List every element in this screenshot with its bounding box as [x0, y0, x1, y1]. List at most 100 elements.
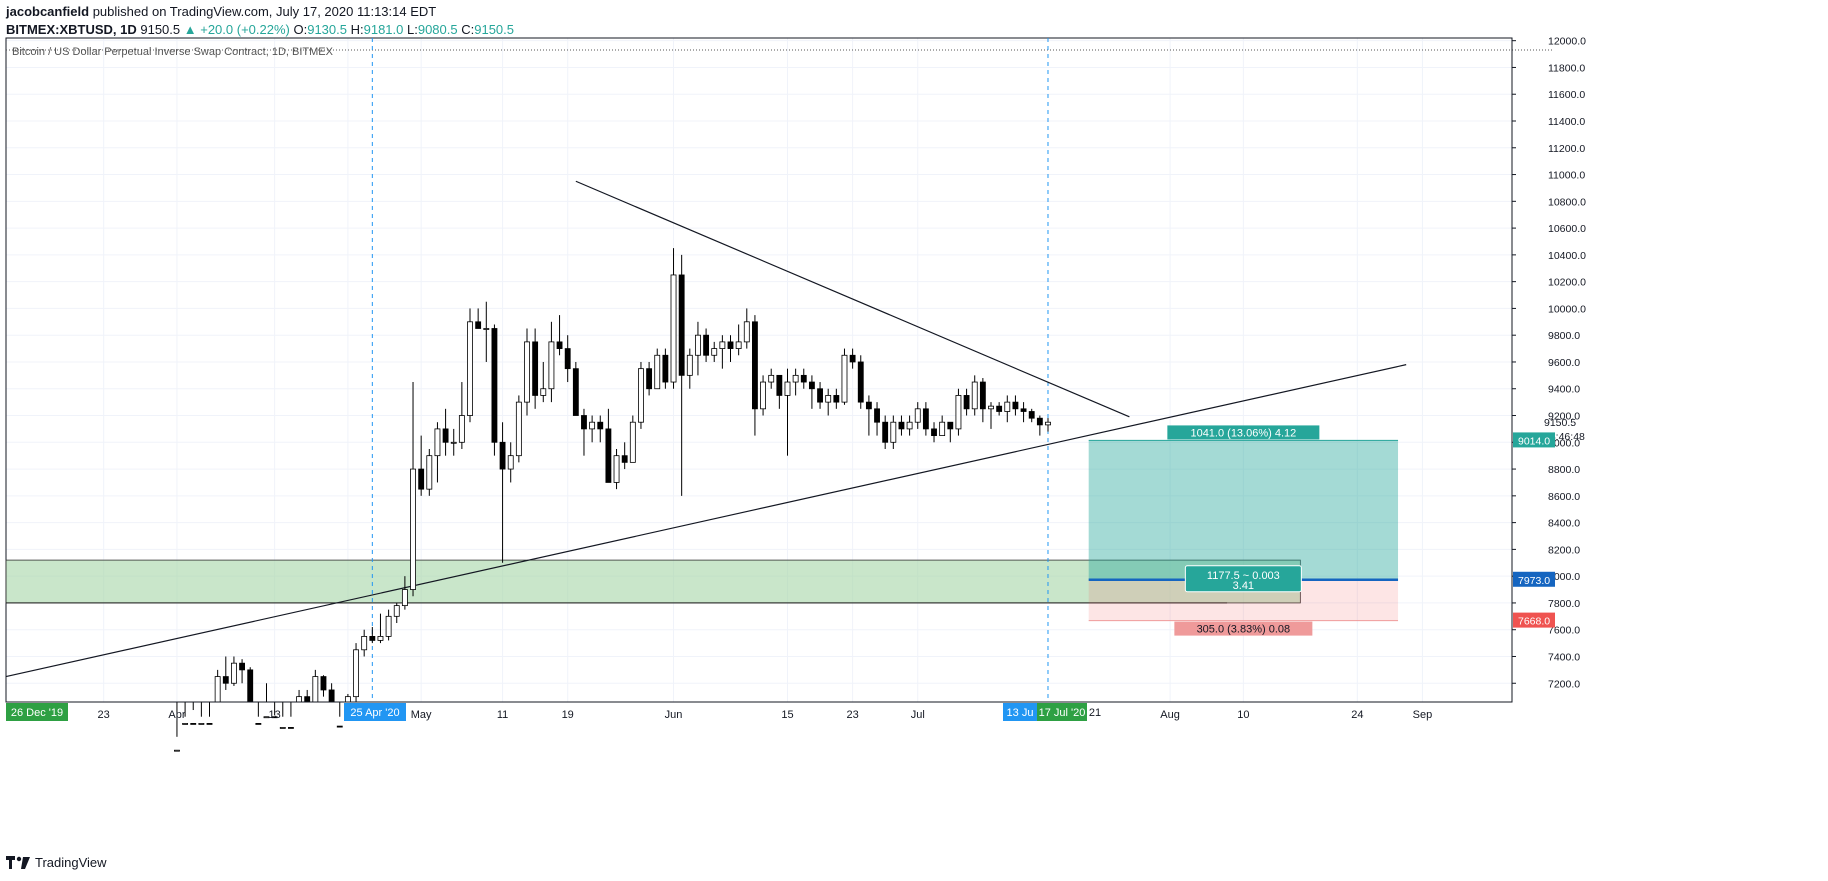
publish-info: jacobcanfield published on TradingView.c…: [6, 4, 436, 19]
candle-body: [963, 395, 970, 410]
support-zone: [5, 559, 1301, 604]
stop-price-badge: 7668.0: [1518, 616, 1550, 628]
candle-body: [1036, 417, 1043, 426]
candle-body: [206, 723, 213, 725]
open-value: 9130.5: [307, 22, 347, 37]
candle-body: [222, 676, 229, 684]
candle-body: [524, 341, 530, 403]
time-tick-label: 24: [1351, 709, 1363, 721]
time-tick-label: Jul: [911, 709, 925, 721]
candle-body: [336, 725, 343, 728]
candle-body: [613, 455, 620, 483]
price-tick-label: 8800.0: [1548, 464, 1580, 476]
candle-body: [304, 696, 311, 703]
target-price-badge-bg: [1513, 432, 1555, 448]
center-label-2: 3.41: [1233, 580, 1254, 592]
price-tick-label: 11000.0: [1548, 170, 1585, 182]
candle-body: [231, 662, 237, 684]
candle-body: [784, 381, 791, 396]
chart-title: Bitcoin / US Dollar Perpetual Inverse Sw…: [12, 46, 334, 58]
candle-body: [906, 421, 913, 430]
candle-body: [857, 361, 864, 403]
price-tick-label: 7400.0: [1548, 651, 1580, 663]
price-tick-label: 9000.0: [1548, 437, 1580, 449]
candle-body: [670, 274, 677, 383]
candle-body: [979, 381, 986, 410]
candle-body: [760, 381, 766, 410]
time-tick-label: 15: [781, 709, 793, 721]
candle-body: [434, 428, 441, 457]
entry-price-badge: 7973.0: [1518, 575, 1550, 587]
time-tick-label: 23: [846, 709, 858, 721]
target-price-badge: 9014.0: [1518, 435, 1550, 447]
candle-body: [198, 723, 205, 725]
stop-label: 305.0 (3.83%) 0.08: [1197, 624, 1291, 636]
candle-body: [271, 716, 278, 719]
ascending-trendline: [5, 364, 1407, 678]
candle-body: [825, 395, 832, 403]
candle-body: [833, 395, 840, 403]
price-tick-label: 9600.0: [1548, 357, 1580, 369]
candle-body: [988, 405, 994, 410]
price-tick-label: 9400.0: [1548, 384, 1580, 396]
candle-body: [214, 676, 221, 703]
candle-body: [353, 649, 359, 698]
price-tick-label: 10400.0: [1548, 250, 1586, 262]
date-badge-label: 21: [1089, 707, 1101, 719]
candle-body: [564, 348, 571, 370]
author-name[interactable]: jacobcanfield: [6, 4, 90, 19]
candle-body: [361, 636, 368, 651]
last-price-label: 9150.5: [1544, 417, 1576, 429]
candle-body: [695, 334, 701, 356]
center-label-bg: [1184, 565, 1302, 593]
candle-body: [426, 455, 433, 490]
candle-body: [369, 636, 376, 641]
candle-body: [279, 727, 286, 729]
price-tick-label: 10800.0: [1548, 196, 1586, 208]
candle-body: [450, 441, 457, 444]
time-tick-label: 11: [497, 709, 508, 721]
price-tick-label: 9800.0: [1548, 330, 1580, 342]
time-tick-label: Apr: [168, 709, 185, 721]
price-tick-label: 11800.0: [1548, 62, 1585, 74]
candle-body: [296, 696, 302, 703]
time-tick-label: 19: [562, 709, 574, 721]
position-target-zone: [1088, 440, 1399, 580]
candle-body: [556, 341, 563, 349]
candle-body: [418, 468, 425, 490]
stop-label-bg: [1174, 621, 1313, 636]
candle-body: [654, 354, 661, 390]
candle-body: [174, 749, 180, 752]
candle-body: [817, 388, 823, 403]
candle-body: [703, 334, 710, 356]
time-tick-label: Jun: [665, 709, 683, 721]
price-tick-label: 11600.0: [1548, 89, 1585, 101]
price-tick-label: 8600.0: [1548, 491, 1580, 503]
low-value: 9080.5: [417, 22, 458, 37]
target-label: 1041.0 (13.06%) 4.12: [1190, 427, 1296, 439]
price-tick-label: 7200.0: [1548, 678, 1580, 690]
entry-price-badge-bg: [1513, 571, 1555, 587]
footer-brand: TradingView: [6, 855, 107, 870]
candle-body: [312, 676, 319, 703]
candle-body: [597, 421, 604, 430]
close-label: C:: [461, 22, 475, 37]
candle-body: [947, 421, 954, 430]
candle-body: [792, 374, 799, 383]
candle-body: [442, 428, 449, 443]
candle-body: [548, 341, 555, 390]
candle-body: [727, 341, 734, 349]
candle-body: [922, 408, 929, 430]
candle-body: [385, 615, 392, 637]
candle-body: [646, 368, 653, 390]
price-tick-label: 10200.0: [1548, 277, 1586, 289]
candle-body: [898, 421, 905, 430]
price-tick-label: 7600.0: [1548, 625, 1580, 637]
candle-body: [1028, 411, 1035, 419]
date-badge-label: 13 Ju: [1007, 707, 1034, 719]
candle-body: [410, 468, 416, 590]
close-value: 9150.5: [474, 22, 514, 37]
candle-body: [581, 415, 587, 430]
price-tick-label: 8200.0: [1548, 544, 1580, 556]
